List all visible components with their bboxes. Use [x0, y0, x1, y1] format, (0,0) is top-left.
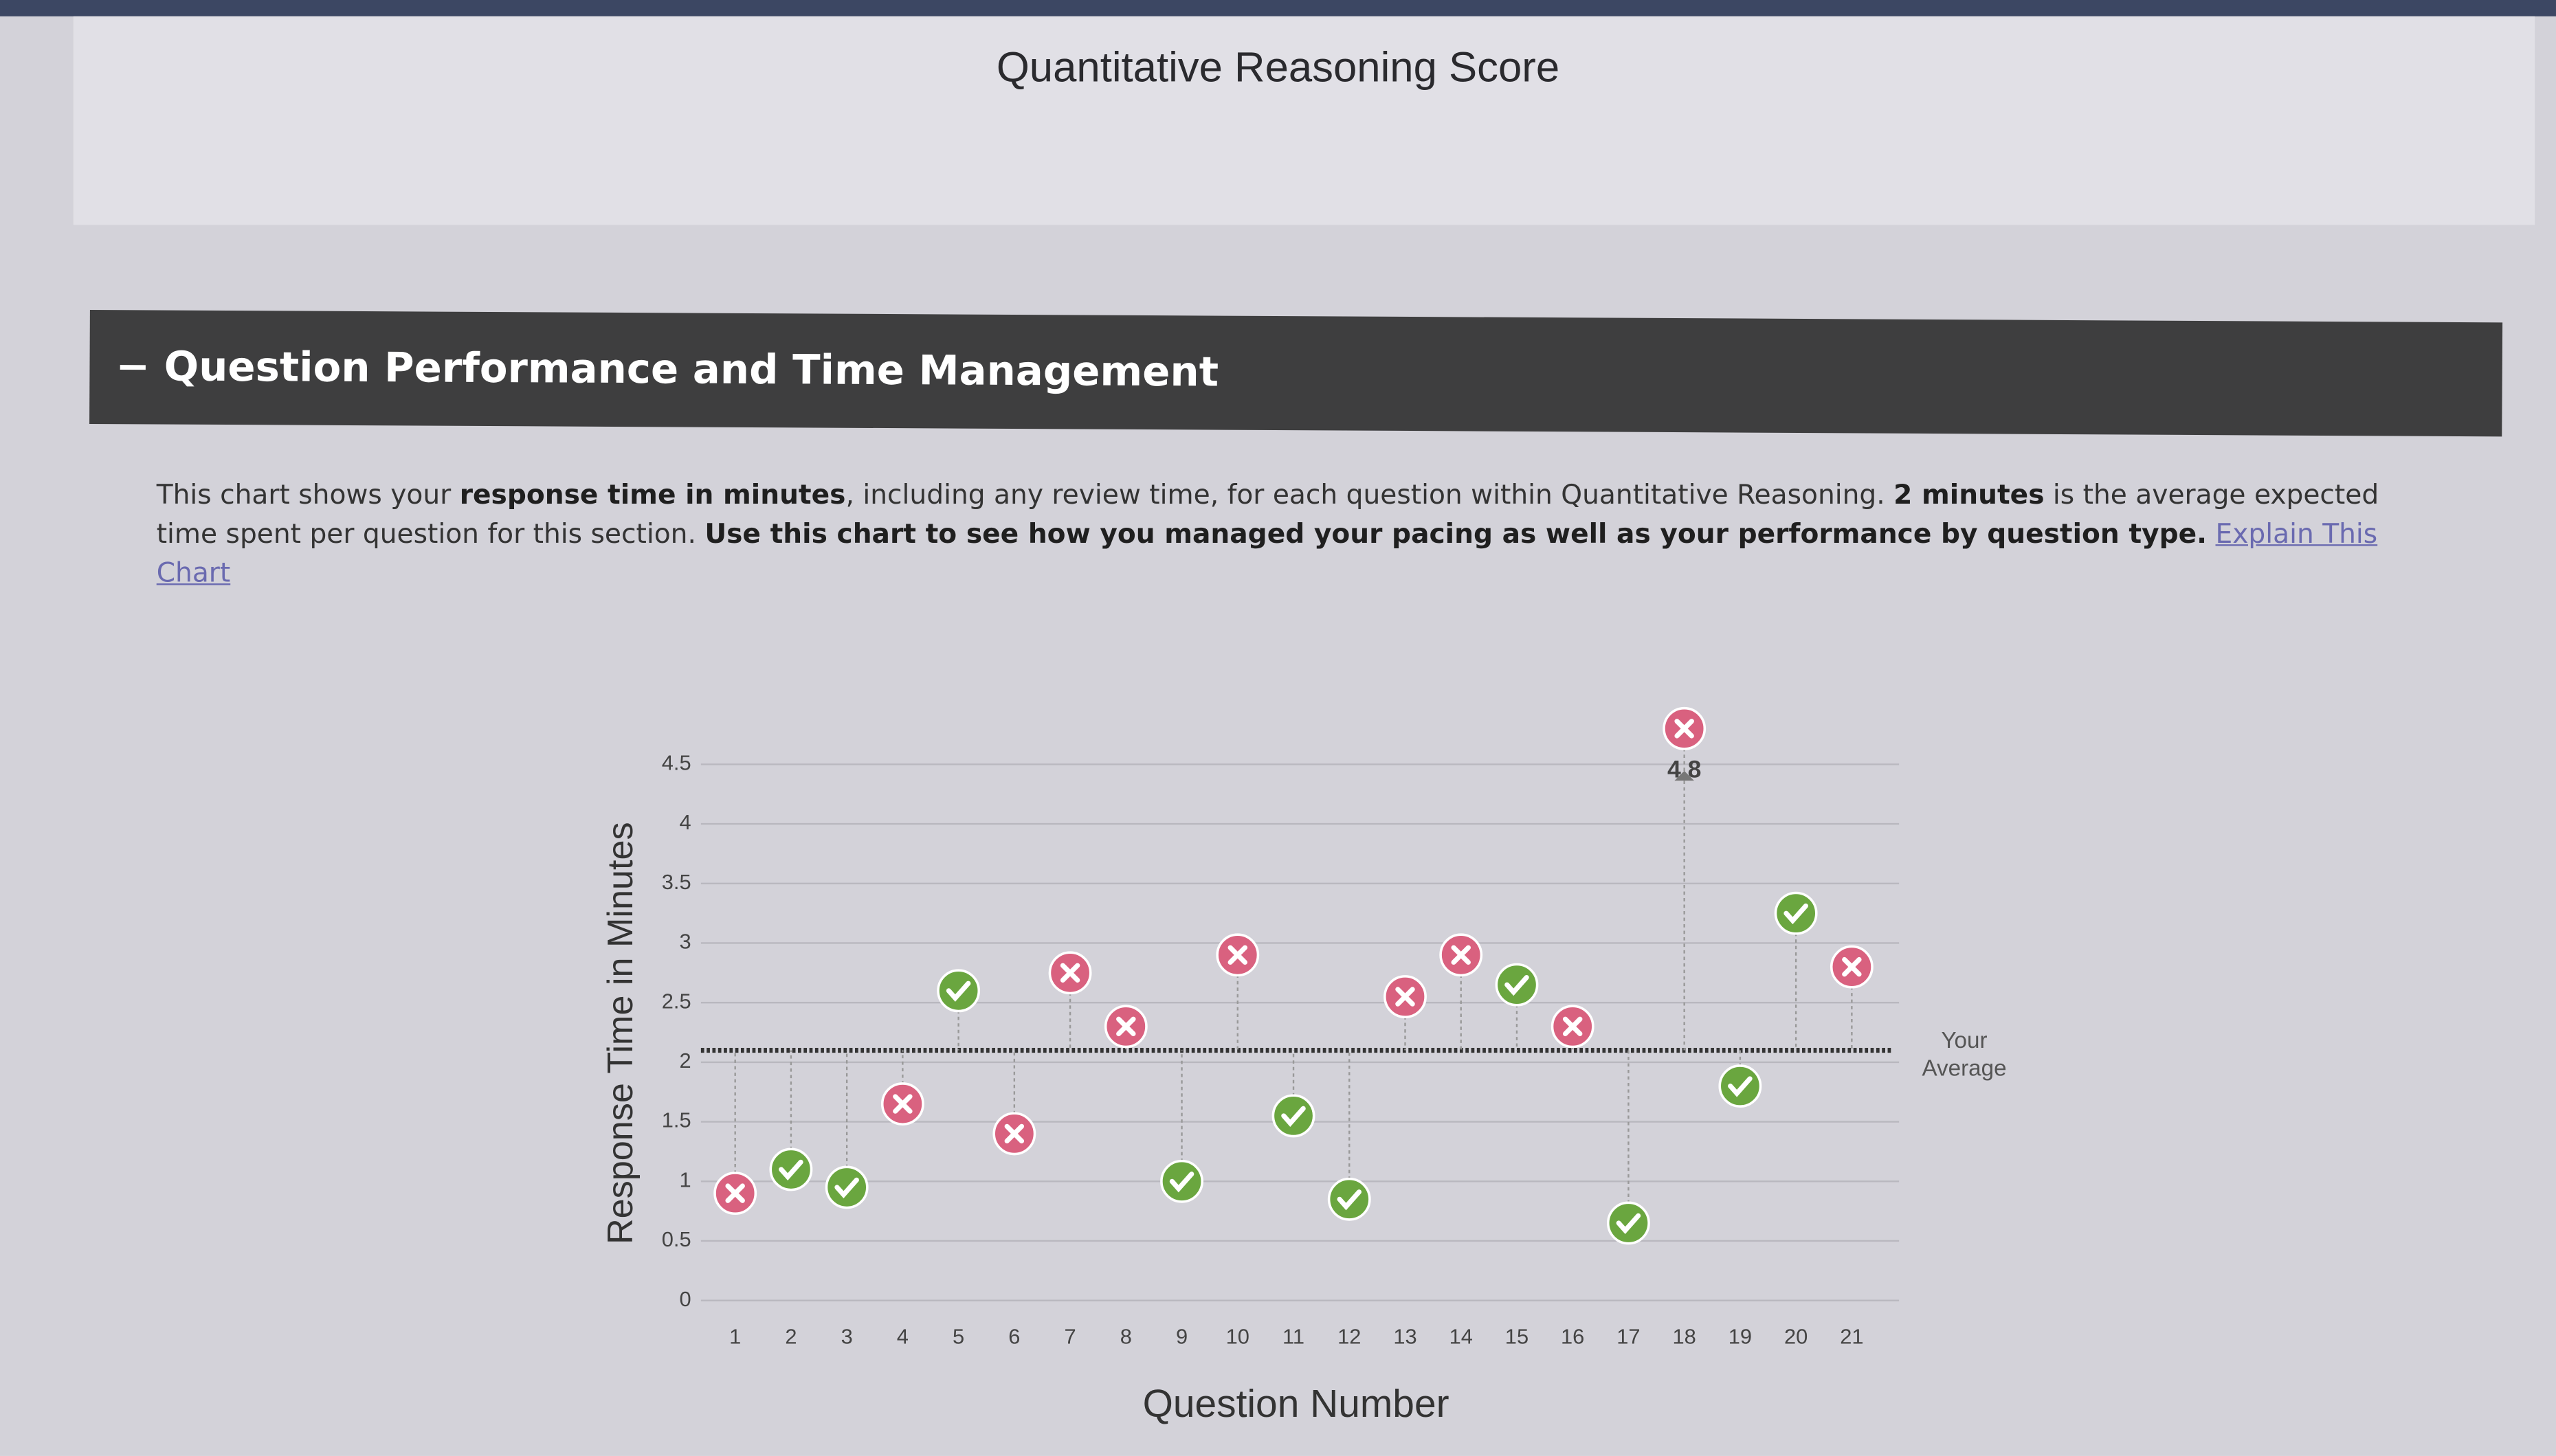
marker-glyph [1281, 1106, 1306, 1127]
y-tick-label: 3 [679, 930, 691, 954]
x-tick-label: 5 [953, 1324, 964, 1348]
marker-glyph [725, 1183, 745, 1203]
description: This chart shows your response time in m… [157, 476, 2439, 594]
correct-marker [769, 1147, 813, 1191]
marker-glyph [1395, 987, 1415, 1007]
y-tick-label: 4 [679, 810, 691, 834]
x-tick-label: 17 [1616, 1324, 1640, 1348]
y-tick-label: 3.5 [662, 870, 691, 894]
marker-glyph [1116, 1016, 1136, 1037]
y-tick-label: 2 [679, 1049, 691, 1073]
desc-bold: Use this chart to see how you managed yo… [704, 518, 2208, 550]
incorrect-marker [1383, 975, 1427, 1018]
x-tick-label: 16 [1561, 1324, 1584, 1348]
correct-marker [1271, 1094, 1315, 1138]
incorrect-marker [1048, 951, 1092, 995]
marker-glyph [1004, 1123, 1025, 1144]
x-tick-label: 19 [1729, 1324, 1752, 1348]
marker-glyph [1169, 1172, 1194, 1193]
marker-glyph [1728, 1076, 1753, 1097]
y-axis-title: Response Time in Minutes [601, 822, 641, 1244]
incorrect-marker [1104, 1005, 1148, 1049]
desc-text: This chart shows your [156, 479, 460, 511]
correct-marker [1327, 1177, 1371, 1221]
incorrect-marker [1830, 945, 1874, 989]
correct-marker [1718, 1064, 1762, 1108]
y-tick-label: 4.5 [662, 751, 691, 775]
average-label: Your Average [1922, 1027, 2007, 1082]
marker-glyph [1337, 1189, 1362, 1211]
y-tick-label: 0.5 [662, 1227, 691, 1251]
desc-bold: 2 minutes [1893, 479, 2045, 511]
marker-glyph [1562, 1016, 1583, 1037]
title-band [73, 16, 2535, 225]
correct-marker [1774, 891, 1818, 935]
x-axis-title: Question Number [1143, 1382, 1449, 1426]
incorrect-marker [1439, 933, 1483, 977]
x-tick-label: 20 [1784, 1324, 1808, 1348]
desc-bold: response time in minutes [459, 479, 846, 511]
x-tick-label: 18 [1673, 1324, 1696, 1348]
x-tick-label: 4 [897, 1324, 909, 1348]
marker-glyph [1504, 974, 1529, 996]
incorrect-marker [1551, 1005, 1594, 1049]
correct-marker [937, 969, 981, 1013]
x-tick-label: 7 [1065, 1324, 1076, 1348]
overflow-arrow [1674, 770, 1694, 781]
x-tick-label: 13 [1393, 1324, 1416, 1348]
marker-glyph [1842, 956, 1862, 977]
explain-link[interactable]: Explain This Chart [156, 518, 2378, 589]
marker-glyph [1060, 963, 1080, 983]
marker-glyph [1451, 945, 1471, 965]
y-tick-label: 2.5 [662, 989, 691, 1013]
correct-marker [1495, 963, 1539, 1007]
x-tick-label: 15 [1505, 1324, 1529, 1348]
incorrect-marker [880, 1082, 924, 1126]
incorrect-marker [992, 1112, 1036, 1156]
marker-glyph [1616, 1213, 1641, 1235]
page-title: Quantitative Reasoning Score [996, 42, 1560, 91]
incorrect-marker [1216, 933, 1260, 977]
x-tick-label: 10 [1226, 1324, 1249, 1348]
marker-glyph [1674, 719, 1694, 739]
x-tick-label: 11 [1282, 1324, 1304, 1348]
marker-glyph [1227, 945, 1248, 965]
x-tick-label: 12 [1337, 1324, 1361, 1348]
correct-marker [1607, 1201, 1650, 1245]
y-tick-label: 0 [679, 1287, 691, 1311]
y-tick-label: 1.5 [662, 1108, 691, 1132]
x-tick-label: 21 [1840, 1324, 1863, 1348]
incorrect-marker [713, 1172, 757, 1216]
marker-glyph [779, 1159, 803, 1180]
marker-glyph [893, 1094, 913, 1114]
x-tick-label: 9 [1176, 1324, 1188, 1348]
x-tick-label: 6 [1008, 1324, 1020, 1348]
x-tick-label: 8 [1120, 1324, 1132, 1348]
desc-text: , including any review time, for each qu… [845, 479, 1894, 511]
x-tick-label: 1 [729, 1324, 741, 1348]
marker-glyph [1783, 903, 1808, 925]
desc-text: is the average expected time spent per q… [156, 479, 2379, 550]
correct-marker [1160, 1159, 1203, 1203]
x-tick-label: 14 [1449, 1324, 1473, 1348]
x-tick-label: 3 [841, 1324, 853, 1348]
correct-marker [825, 1165, 869, 1209]
marker-glyph [834, 1177, 859, 1198]
top-bar [0, 0, 2556, 16]
x-tick-label: 2 [785, 1324, 797, 1348]
incorrect-marker [1663, 706, 1707, 750]
marker-glyph [946, 981, 971, 1002]
y-tick-label: 1 [679, 1167, 691, 1191]
